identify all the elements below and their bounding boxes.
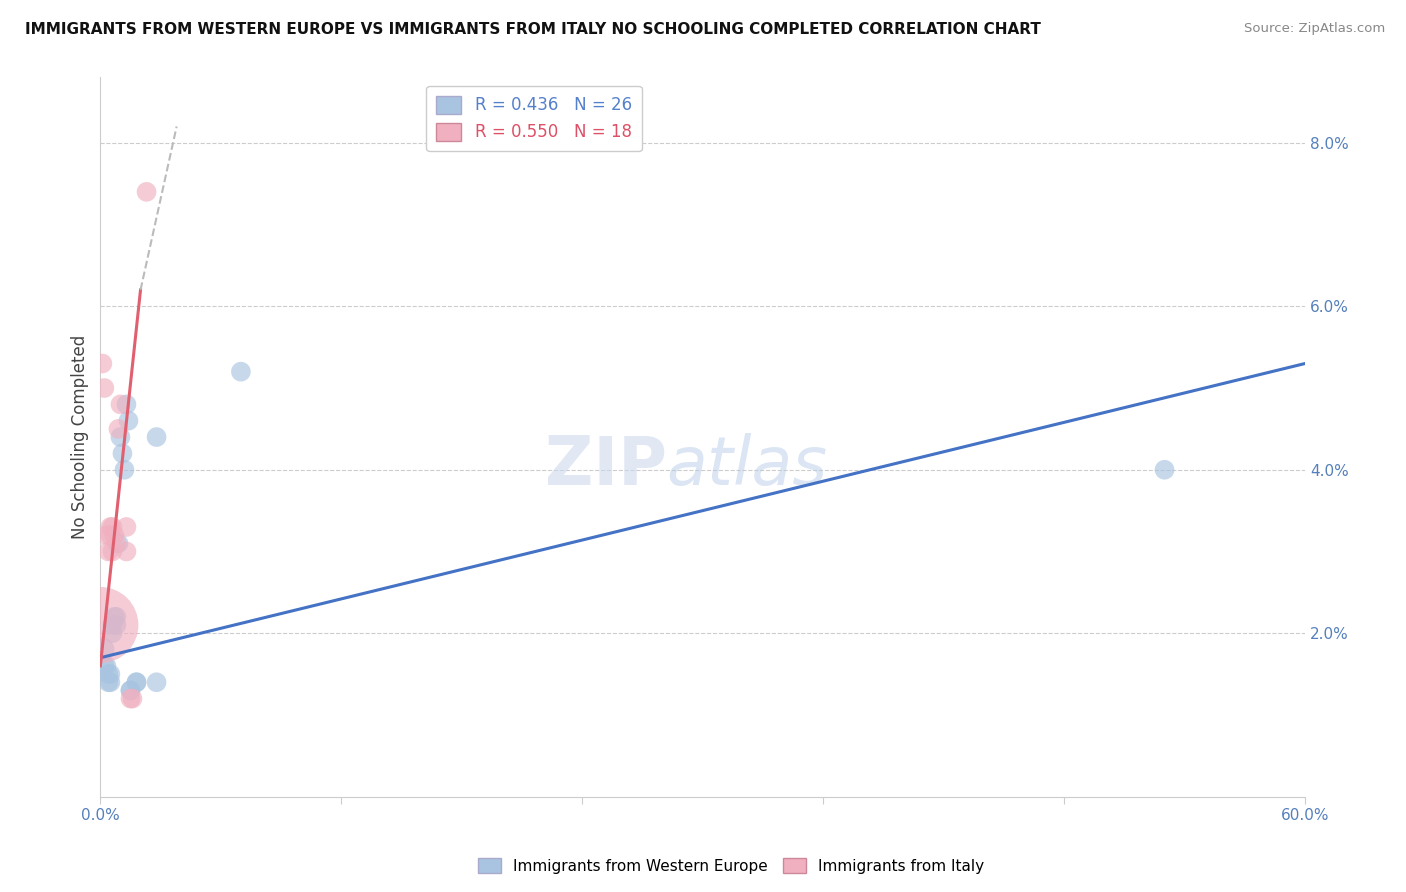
- Point: [101, 618, 124, 632]
- Point: [145, 430, 167, 444]
- Point: [115, 520, 138, 534]
- Y-axis label: No Schooling Completed: No Schooling Completed: [72, 334, 89, 539]
- Point: [101, 626, 124, 640]
- Point: [100, 528, 122, 542]
- Point: [105, 618, 128, 632]
- Point: [125, 675, 148, 690]
- Point: [103, 528, 125, 542]
- Point: [96, 659, 118, 673]
- Point: [229, 365, 252, 379]
- Point: [97, 544, 120, 558]
- Point: [1153, 463, 1175, 477]
- Text: IMMIGRANTS FROM WESTERN EUROPE VS IMMIGRANTS FROM ITALY NO SCHOOLING COMPLETED C: IMMIGRANTS FROM WESTERN EUROPE VS IMMIGR…: [25, 22, 1042, 37]
- Point: [101, 520, 124, 534]
- Point: [91, 642, 114, 657]
- Point: [89, 618, 111, 632]
- Point: [114, 463, 136, 477]
- Text: ZIP: ZIP: [544, 433, 666, 499]
- Legend: Immigrants from Western Europe, Immigrants from Italy: Immigrants from Western Europe, Immigran…: [472, 852, 990, 880]
- Point: [93, 381, 115, 395]
- Point: [105, 610, 128, 624]
- Point: [97, 675, 120, 690]
- Point: [91, 357, 114, 371]
- Text: Source: ZipAtlas.com: Source: ZipAtlas.com: [1244, 22, 1385, 36]
- Point: [120, 683, 142, 698]
- Point: [93, 659, 115, 673]
- Point: [125, 675, 148, 690]
- Point: [100, 667, 122, 681]
- Point: [117, 414, 139, 428]
- Point: [115, 544, 138, 558]
- Point: [107, 536, 129, 550]
- Point: [120, 691, 142, 706]
- Text: atlas: atlas: [666, 433, 828, 499]
- Point: [105, 536, 128, 550]
- Point: [111, 446, 134, 460]
- Point: [96, 528, 118, 542]
- Point: [121, 691, 143, 706]
- Point: [103, 610, 125, 624]
- Point: [115, 397, 138, 411]
- Point: [145, 675, 167, 690]
- Point: [135, 185, 157, 199]
- Point: [101, 544, 124, 558]
- Point: [100, 675, 122, 690]
- Point: [110, 397, 132, 411]
- Legend: R = 0.436   N = 26, R = 0.550   N = 18: R = 0.436 N = 26, R = 0.550 N = 18: [426, 86, 641, 152]
- Point: [110, 430, 132, 444]
- Point: [97, 667, 120, 681]
- Point: [120, 683, 142, 698]
- Point: [100, 520, 122, 534]
- Point: [107, 422, 129, 436]
